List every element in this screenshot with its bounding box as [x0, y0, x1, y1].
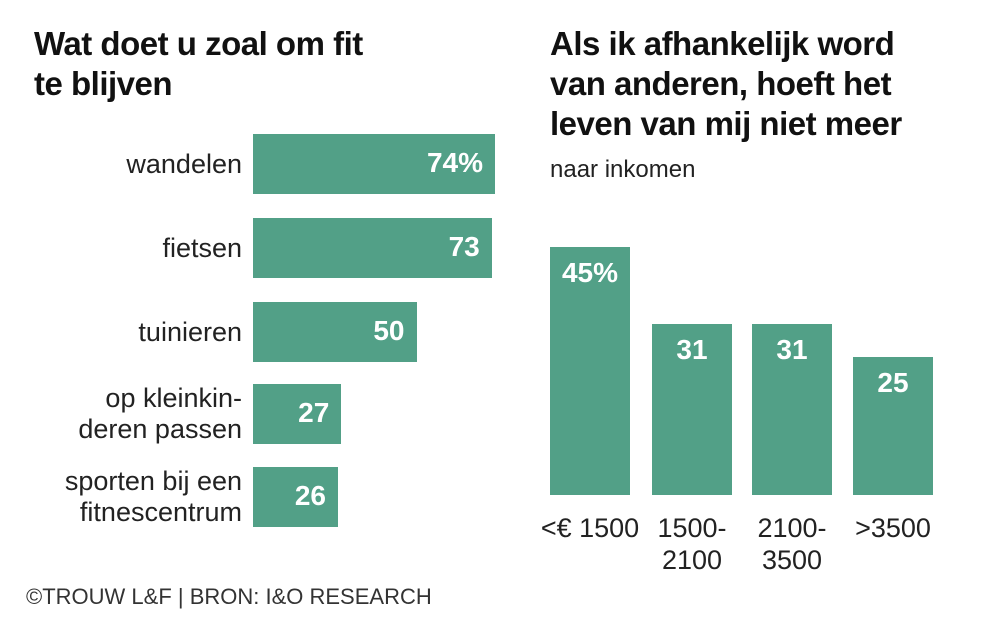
title-line: van anderen, hoeft het [550, 65, 892, 102]
left-chart-title: Wat doet u zoal om fit te blijven [34, 24, 363, 104]
category-label-line: >3500 [855, 513, 931, 543]
category-label-line: op kleinkin- [105, 383, 242, 413]
bar [853, 357, 933, 495]
category-label-line: tuinieren [138, 316, 242, 347]
category-label-line: fitnescentrum [79, 497, 242, 527]
category-label-line: <€ 1500 [540, 513, 640, 543]
category-label: fietsen [162, 233, 242, 264]
category-label: 1500- 2100 [637, 512, 747, 576]
bar [550, 247, 630, 495]
category-label: >3500 [838, 512, 948, 544]
category-label-line: 1500- [657, 513, 727, 543]
bar-value-label: 50 [373, 315, 405, 346]
bar [253, 302, 417, 362]
right-chart-title: Als ik afhankelijk word van anderen, hoef… [550, 24, 902, 144]
bar [752, 324, 832, 495]
category-label: wandelen [126, 149, 242, 180]
bar-value-label: 25 [877, 367, 909, 399]
category-label: 2100- 3500 [737, 512, 847, 576]
category-label: <€ 1500 [535, 512, 645, 544]
bar-value-label: 26 [294, 480, 327, 511]
right-chart-subtitle: naar inkomen [550, 156, 696, 183]
bar-value-label: 31 [776, 334, 808, 366]
bar [253, 134, 495, 194]
category-label-line: 2100 [661, 545, 723, 575]
title-line: Als ik afhankelijk word [550, 25, 895, 62]
category-label-line: wandelen [126, 148, 242, 179]
category-label-line: 2100- [757, 513, 827, 543]
category-label: tuinieren [138, 317, 242, 348]
category-label-line: deren passen [78, 414, 242, 444]
category-label-line: 3500 [761, 545, 823, 575]
title-line: Wat doet u zoal om fit [34, 25, 363, 62]
bar [253, 384, 342, 444]
bar [652, 324, 732, 495]
bar [253, 467, 339, 527]
category-label: op kleinkin-deren passen [78, 383, 242, 445]
bar [253, 218, 492, 278]
bar-value-label: 31 [676, 334, 708, 366]
category-label-line: sporten bij een [64, 466, 242, 496]
title-line: te blijven [34, 65, 173, 102]
category-label: sporten bij een fitnescentrum [65, 466, 242, 528]
title-line: leven van mij niet meer [550, 105, 902, 142]
bar-value-label: 73 [448, 231, 480, 262]
category-label-line: fietsen [162, 232, 242, 263]
bar-value-label: 74% [426, 147, 483, 178]
bar-value-label: 45% [561, 257, 619, 288]
bar-value-label: 27 [298, 397, 330, 428]
source-credit: ©TROUW L&F | BRON: I&O RESEARCH [26, 584, 432, 609]
